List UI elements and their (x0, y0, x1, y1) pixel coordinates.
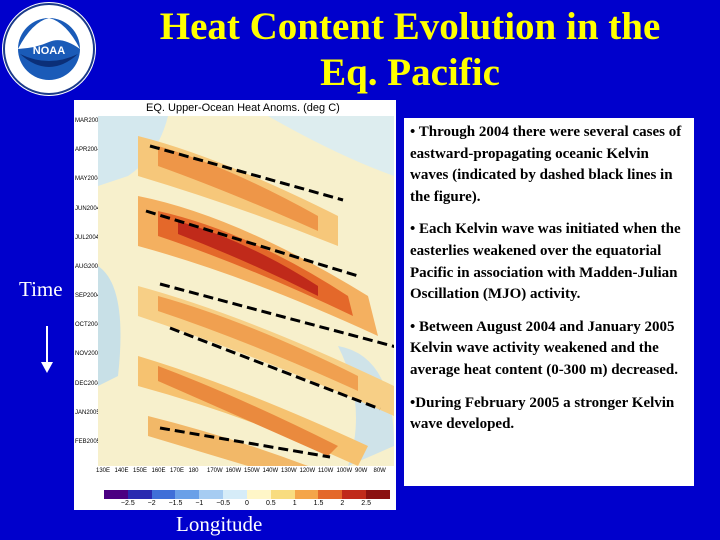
time-axis-label: Time (19, 277, 63, 301)
hovmoller-figure: EQ. Upper-Ocean Heat Anoms. (deg C) MAR2… (74, 100, 396, 510)
colorbar-tick-label: −1.5 (168, 500, 183, 507)
colorbar-swatch (199, 490, 224, 499)
longitude-tick-label: 90W (355, 468, 368, 474)
colorbar-tick-label: −1 (195, 500, 204, 507)
colorbar-swatch (342, 490, 367, 499)
longitude-tick-label: 170E (170, 468, 185, 474)
longitude-tick-label: 140W (262, 468, 279, 474)
bullet-2: • Each Kelvin wave was initiated when th… (410, 221, 681, 303)
month-tick-label: FEB2005 (75, 438, 101, 445)
month-tick-label: AUG2004 (75, 263, 102, 270)
colorbar-tick-label: −2.5 (120, 500, 135, 507)
colorbar (104, 490, 390, 499)
noaa-emblem: NOAA (3, 3, 95, 95)
longitude-tick-label: 170W (207, 468, 223, 474)
longitude-axis-label: Longitude (176, 512, 263, 536)
longitude-tick-label: 140E (114, 468, 129, 474)
title-line-2: Eq. Pacific (320, 51, 500, 94)
kelvin-wave-line (149, 144, 344, 202)
kelvin-wave-line (169, 326, 381, 411)
heat-anomaly-map (98, 116, 394, 466)
bullet-4: •During February 2005 a stronger Kelvin … (410, 394, 675, 433)
colorbar-tick-label: 2.5 (361, 500, 372, 507)
month-tick-label: OCT2004 (75, 322, 102, 329)
colorbar-tick-label: 2 (340, 500, 345, 507)
month-tick-label: NOV2004 (75, 351, 102, 358)
kelvin-wave-line (159, 426, 331, 459)
colorbar-swatch (104, 490, 128, 499)
colorbar-tick-label: 0 (245, 500, 249, 507)
month-tick-label: SEP2004 (75, 293, 101, 299)
month-tick-label: DEC2004 (75, 380, 102, 387)
longitude-tick-label: 110W (318, 468, 334, 474)
month-tick-label: MAR2004 (75, 118, 102, 124)
longitude-tick-label: 100W (336, 468, 353, 474)
longitude-tick-label: 150E (133, 468, 148, 474)
colorbar-swatch (318, 490, 343, 499)
colorbar-swatch (127, 490, 152, 499)
colorbar-swatch (223, 490, 247, 499)
kelvin-wave-line (159, 282, 394, 348)
noaa-logo: NOAA (2, 2, 96, 96)
longitude-tick-label: 150W (244, 468, 260, 474)
month-tick-label: APR2004 (75, 147, 101, 154)
colorbar-tick-label: 1 (292, 500, 297, 507)
colorbar-swatch (270, 490, 295, 499)
longitude-tick-label: 160W (225, 468, 242, 474)
colorbar-tick-label: 0.5 (265, 500, 276, 507)
longitude-tick-label: 180 (188, 468, 199, 474)
colorbar-swatch (151, 490, 176, 499)
colorbar-tick-label: −2 (147, 500, 156, 507)
colorbar-tick-label: 1.5 (313, 500, 324, 507)
colorbar-swatch (246, 490, 271, 499)
noaa-logo-text: NOAA (33, 45, 65, 57)
bullet-3: • Between August 2004 and January 2005 K… (410, 318, 678, 378)
colorbar-swatch (366, 490, 390, 499)
longitude-tick-label: 80W (373, 468, 386, 474)
month-tick-label: JUL2004 (75, 234, 100, 241)
month-tick-label: JAN2005 (75, 409, 100, 416)
figure-title: EQ. Upper-Ocean Heat Anoms. (deg C) (146, 102, 340, 114)
longitude-tick-label: 130W (281, 468, 297, 474)
longitude-tick-label: 130E (96, 468, 111, 474)
month-tick-label: MAY2004 (75, 176, 101, 183)
heat-anomaly-plot (98, 116, 394, 466)
longitude-tick-label: 120W (299, 468, 316, 474)
explanation-text-box: • Through 2004 there were several cases … (404, 118, 694, 486)
page-title: Heat Content Evolution in the Eq. Pacifi… (100, 4, 720, 96)
title-line-1: Heat Content Evolution in the (159, 5, 661, 48)
colorbar-swatch (294, 490, 319, 499)
colorbar-tick-label: −0.5 (216, 500, 231, 507)
colorbar-swatch (175, 490, 200, 499)
colorbar-ticks: −2.5 −2 −1.5 −1 −0.5 0 0.5 1 1.5 2 2.5 (104, 500, 390, 510)
kelvin-wave-lines (145, 144, 394, 459)
arrow-down-icon (41, 326, 53, 373)
longitude-tick-label: 160E (151, 468, 166, 474)
kelvin-wave-line (145, 209, 359, 278)
month-tick-label: JUN2004 (75, 205, 101, 212)
bullet-1: • Through 2004 there were several cases … (410, 124, 682, 205)
